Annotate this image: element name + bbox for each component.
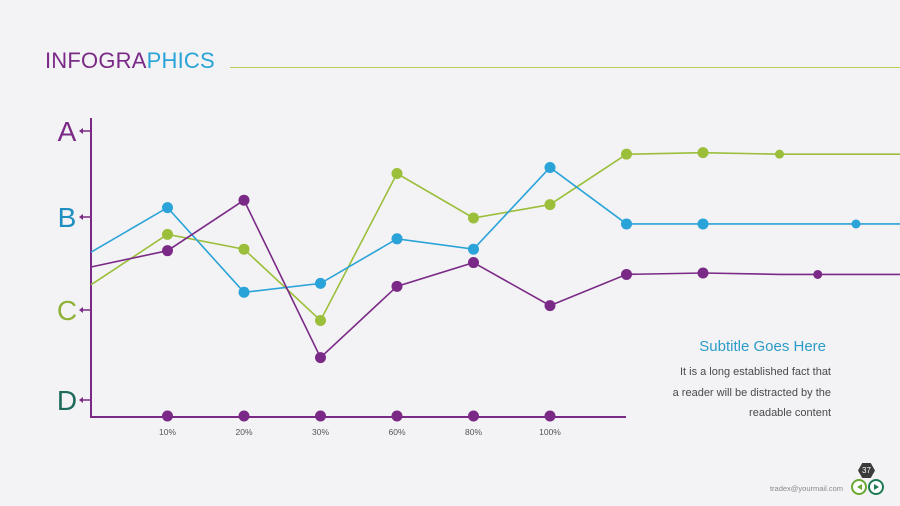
data-point-green <box>468 212 479 224</box>
data-point-blue <box>468 243 479 255</box>
next-slide-button[interactable] <box>868 479 884 495</box>
x-tick-label: 60% <box>388 427 405 437</box>
y-label-d: D <box>57 385 77 416</box>
data-point-green <box>621 148 632 160</box>
body-line: It is a long established fact that <box>679 366 831 378</box>
y-label-arrow-head <box>79 128 83 134</box>
page-number-badge: 37 <box>858 463 875 478</box>
chart-series <box>90 147 900 364</box>
footer-email[interactable]: tradex@yourmail.com <box>769 484 843 493</box>
chart-axes <box>90 118 626 418</box>
data-point-purple <box>162 245 173 257</box>
data-point-blue <box>697 218 709 230</box>
data-point-blue <box>544 162 556 174</box>
y-label-c: C <box>57 295 77 326</box>
arrow-right-icon <box>873 484 879 490</box>
series-line-blue <box>90 166 900 294</box>
y-label-a: A <box>58 116 77 147</box>
data-point-purple <box>468 257 479 269</box>
page-title: INFOGRAPHICS <box>45 48 215 74</box>
data-point-purple <box>544 300 556 312</box>
data-point-blue <box>315 277 326 289</box>
title-part-2: PHICS <box>146 48 215 73</box>
data-point-blue <box>238 286 250 298</box>
y-label-arrow-head <box>79 214 83 220</box>
data-point-purple <box>391 280 403 292</box>
body-line: a reader will be distracted by the <box>672 386 831 399</box>
series-line-purple <box>90 199 900 359</box>
x-tick-label: 100% <box>539 427 561 437</box>
data-point-green <box>775 149 784 159</box>
data-point-green <box>162 228 173 240</box>
data-point-green <box>697 147 709 159</box>
data-point-green <box>544 199 556 211</box>
title-part-1: INFOGRA <box>45 48 147 73</box>
subtitle: Subtitle Goes Here <box>699 338 826 355</box>
data-point-green <box>315 314 326 326</box>
data-point-blue <box>391 233 403 245</box>
x-tick-label: 30% <box>312 427 329 437</box>
x-tick-labels: 10% 20% 30% 60% 80% 100% <box>159 427 561 437</box>
data-point-purple <box>813 269 823 279</box>
y-category-labels: A B C D <box>57 116 90 416</box>
data-point-purple <box>621 268 632 280</box>
x-tick-label: 80% <box>465 427 482 437</box>
axis-point <box>315 410 326 422</box>
data-point-purple <box>697 267 709 279</box>
axis-point <box>468 410 479 422</box>
x-tick-label: 20% <box>235 427 252 437</box>
x-axis-markers <box>162 410 556 422</box>
data-point-blue <box>851 219 861 229</box>
data-point-green <box>238 243 250 255</box>
data-point-blue <box>621 218 632 230</box>
arrow-left-icon <box>856 484 862 490</box>
data-point-blue <box>162 202 173 214</box>
title-divider <box>230 67 900 68</box>
slide-navigation <box>849 477 885 499</box>
body-line: readable content <box>749 407 831 419</box>
body-text: It is a long established fact that a rea… <box>631 362 831 424</box>
axis-point <box>162 410 173 422</box>
axis-point <box>391 410 403 422</box>
x-tick-label: 10% <box>159 427 176 437</box>
y-label-b: B <box>58 202 77 233</box>
y-label-arrow-head <box>79 307 83 313</box>
series-line-green <box>90 151 900 322</box>
data-point-purple <box>238 194 250 206</box>
y-label-arrow-head <box>79 397 83 403</box>
data-point-purple <box>315 352 326 364</box>
prev-slide-button[interactable] <box>851 479 867 495</box>
axis-point <box>238 410 250 422</box>
data-point-green <box>391 167 403 179</box>
axis-point <box>544 410 556 422</box>
